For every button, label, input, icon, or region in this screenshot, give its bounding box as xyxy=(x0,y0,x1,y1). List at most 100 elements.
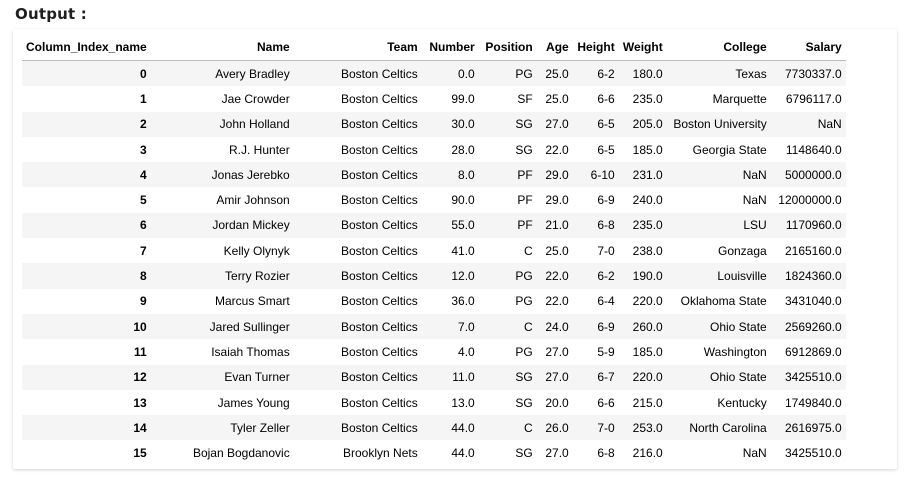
row-index-cell: 11 xyxy=(134,344,147,359)
table-cell: Boston Celtics xyxy=(341,91,418,106)
table-cell: Terry Rozier xyxy=(225,269,290,284)
table-cell: 220.0 xyxy=(632,294,663,309)
table-cell: 55.0 xyxy=(451,218,475,233)
table-row: 5 Amir Johnson Boston Celtics 90.0 PF 29.0 6-9… xyxy=(22,187,846,212)
table-row: 2 John Holland Boston Celtics 30.0 SG 27.0 6-5… xyxy=(22,111,846,137)
column-header: Age xyxy=(536,34,573,61)
column-header: Column_Index_name xyxy=(22,34,151,61)
table-cell: Georgia State xyxy=(692,142,767,157)
table-cell: James Young xyxy=(217,395,290,410)
table-cell: 190.0 xyxy=(632,269,663,284)
table-cell: 6-6 xyxy=(597,395,615,410)
table-row: 13 James Young Boston Celtics 13.0 SG 20.0 6-6… xyxy=(22,390,846,415)
table-cell: Marcus Smart xyxy=(215,294,290,309)
table-cell: 12000000.0 xyxy=(778,193,842,208)
table-cell: 260.0 xyxy=(632,319,663,334)
table-cell: Boston Celtics xyxy=(341,117,418,132)
table-cell: 240.0 xyxy=(632,193,663,208)
table-cell: 235.0 xyxy=(632,91,663,106)
table-cell: Oklahoma State xyxy=(680,294,767,309)
table-cell: PF xyxy=(517,167,533,182)
table-cell: 11.0 xyxy=(452,370,475,385)
table-cell: Jonas Jerebko xyxy=(211,167,290,182)
table-cell: Boston Celtics xyxy=(341,243,418,258)
table-cell: Boston Celtics xyxy=(341,294,418,309)
table-cell: 6-2 xyxy=(597,269,615,284)
table-cell: Boston Celtics xyxy=(341,142,418,157)
table-cell: 1749840.0 xyxy=(784,395,842,410)
table-cell: 24.0 xyxy=(545,319,569,334)
table-cell: 6-8 xyxy=(597,218,615,233)
row-index-cell: 14 xyxy=(133,420,147,435)
table-cell: Boston Celtics xyxy=(341,269,418,284)
column-header: Number xyxy=(421,34,479,61)
table-cell: Boston Celtics xyxy=(341,218,418,233)
table-cell: NaN xyxy=(742,193,767,208)
table-cell: 6-6 xyxy=(597,91,615,106)
table-cell: North Carolina xyxy=(689,420,767,435)
table-cell: 5000000.0 xyxy=(784,167,842,182)
table-row: 1 Jae Crowder Boston Celtics 99.0 SF 25.0 6-6 2… xyxy=(22,86,846,111)
table-cell: 1824360.0 xyxy=(784,269,842,284)
table-cell: 90.0 xyxy=(451,193,475,208)
table-header-row: Column_Index_name Name Team Number Position A… xyxy=(22,34,846,61)
table-cell: Boston Celtics xyxy=(341,66,418,81)
table-cell: 220.0 xyxy=(632,370,663,385)
table-cell: Texas xyxy=(735,66,767,81)
table-cell: Isaiah Thomas xyxy=(211,344,290,359)
dataframe-output-panel: Column_Index_name Name Team Number Position A… xyxy=(13,29,897,469)
table-cell: 6796117.0 xyxy=(785,91,842,106)
table-cell: NaN xyxy=(817,117,842,132)
table-cell: Washington xyxy=(703,344,767,359)
table-cell: 7-0 xyxy=(597,420,615,435)
table-cell: Ohio State xyxy=(710,370,767,385)
table-cell: 29.0 xyxy=(545,167,569,182)
table-row: 12 Evan Turner Boston Celtics 11.0 SG 27.0 6-7… xyxy=(22,364,846,390)
table-cell: Tyler Zeller xyxy=(230,420,290,435)
table-cell: 2569260.0 xyxy=(784,319,842,334)
table-cell: 235.0 xyxy=(632,218,663,233)
column-header: Salary xyxy=(770,34,846,61)
table-cell: 8.0 xyxy=(458,167,475,182)
table-cell: 99.0 xyxy=(451,91,475,106)
table-cell: 27.0 xyxy=(545,370,569,385)
table-cell: Kelly Olynyk xyxy=(223,243,290,258)
table-cell: 4.0 xyxy=(458,344,475,359)
table-row: 8 Terry Rozier Boston Celtics 12.0 PG 22.0 6-2… xyxy=(22,263,846,289)
table-cell: Ohio State xyxy=(710,319,767,334)
column-header: Weight xyxy=(618,34,667,61)
table-row: 14 Tyler Zeller Boston Celtics 44.0 C 26.0 7-0… xyxy=(22,415,846,441)
table-cell: 6-4 xyxy=(597,294,615,309)
table-row: 3 R.J. Hunter Boston Celtics 28.0 SG 22.0 6-5 1… xyxy=(22,137,846,162)
table-body: 0 Avery Bradley Boston Celtics 0.0 PG 25.0 6-2… xyxy=(22,60,846,466)
table-cell: Boston Celtics xyxy=(341,319,418,334)
row-index-cell: 1 xyxy=(140,91,147,106)
table-cell: PF xyxy=(517,193,533,208)
table-cell: Bojan Bogdanovic xyxy=(192,446,290,461)
table-cell: PG xyxy=(515,269,533,284)
table-cell: PG xyxy=(515,294,533,309)
table-cell: 2165160.0 xyxy=(784,243,842,258)
row-index-cell: 6 xyxy=(140,218,147,233)
table-cell: PG xyxy=(515,344,533,359)
row-index-cell: 15 xyxy=(133,446,147,461)
table-cell: R.J. Hunter xyxy=(229,142,290,157)
table-row: 15 Bojan Bogdanovic Brooklyn Nets 44.0 SG 27.… xyxy=(22,440,846,465)
column-header: College xyxy=(666,34,771,61)
table-cell: 22.0 xyxy=(545,294,569,309)
table-cell: NaN xyxy=(742,167,767,182)
row-index-cell: 0 xyxy=(140,66,147,81)
table-cell: John Holland xyxy=(219,117,290,132)
table-row: 9 Marcus Smart Boston Celtics 36.0 PG 22.0 6-4… xyxy=(22,289,846,314)
table-cell: 36.0 xyxy=(451,294,475,309)
table-cell: 6-10 xyxy=(590,167,615,182)
column-header: Position xyxy=(478,34,537,61)
table-cell: 0.0 xyxy=(458,66,475,81)
table-cell: LSU xyxy=(743,218,767,233)
table-cell: 205.0 xyxy=(632,117,663,132)
table-cell: SG xyxy=(515,395,533,410)
table-cell: 1148640.0 xyxy=(785,142,842,157)
table-cell: Jordan Mickey xyxy=(212,218,290,233)
table-row: 7 Kelly Olynyk Boston Celtics 41.0 C 25.0 7-0 2… xyxy=(22,238,846,263)
column-header: Height xyxy=(572,34,619,61)
